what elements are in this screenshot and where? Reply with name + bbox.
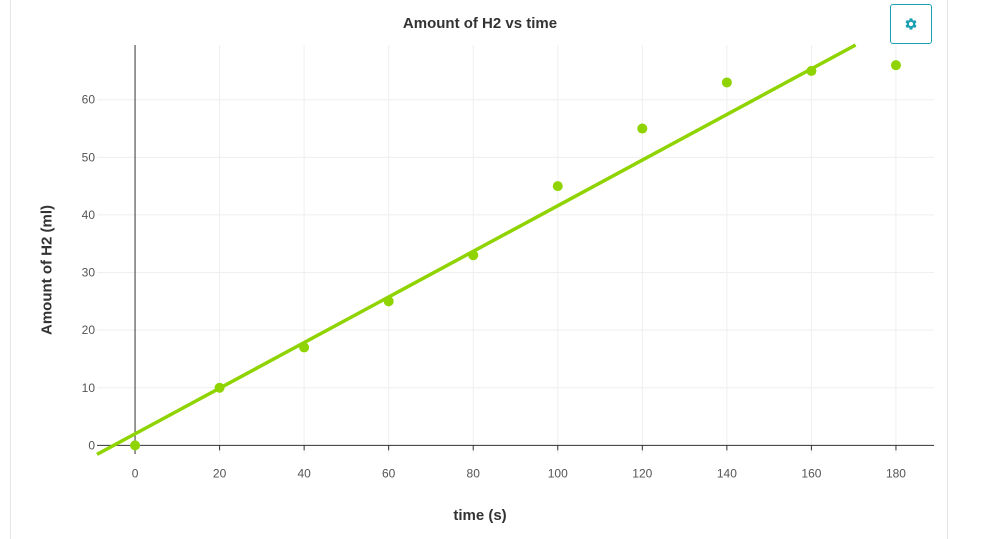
x-tick-label: 160 <box>801 466 821 480</box>
y-tick-label: 10 <box>82 381 96 395</box>
x-tick-label: 0 <box>132 466 139 480</box>
tick-labels: 0 20 40 60 80 100 120 140 160 180 0 10 20 30 40 50 60 <box>82 93 907 481</box>
chart-frame <box>10 0 948 539</box>
x-tick-label: 120 <box>632 466 652 480</box>
data-point <box>383 296 394 307</box>
x-tick-label: 80 <box>467 466 481 480</box>
x-tick-label: 20 <box>213 466 227 480</box>
chart-title: Amount of H2 vs time <box>402 15 558 32</box>
x-axis-title: time (s) <box>453 507 507 524</box>
trendline-layer <box>96 43 857 456</box>
y-tick-label: 40 <box>82 208 96 222</box>
data-point <box>637 123 648 134</box>
y-tick-label: 0 <box>88 438 95 452</box>
data-point <box>214 382 225 393</box>
gear-icon <box>905 18 917 30</box>
data-point <box>890 60 901 71</box>
data-point <box>552 181 563 192</box>
x-tick-label: 140 <box>717 466 737 480</box>
x-tick-label: 60 <box>382 466 396 480</box>
data-points <box>130 60 901 451</box>
trendline <box>96 43 857 456</box>
data-point <box>806 65 817 76</box>
x-tick-label: 40 <box>297 466 311 480</box>
x-tick-label: 180 <box>886 466 906 480</box>
x-tick-label: 100 <box>548 466 568 480</box>
y-tick-label: 60 <box>82 93 96 107</box>
data-point <box>130 440 141 451</box>
data-point <box>468 250 479 261</box>
grid-lines <box>97 45 934 454</box>
y-tick-label: 30 <box>82 266 96 280</box>
settings-button[interactable] <box>890 4 932 44</box>
data-point <box>721 77 732 88</box>
data-point <box>299 342 310 353</box>
y-tick-label: 50 <box>82 150 96 164</box>
y-tick-label: 20 <box>82 323 96 337</box>
axes <box>97 45 934 454</box>
